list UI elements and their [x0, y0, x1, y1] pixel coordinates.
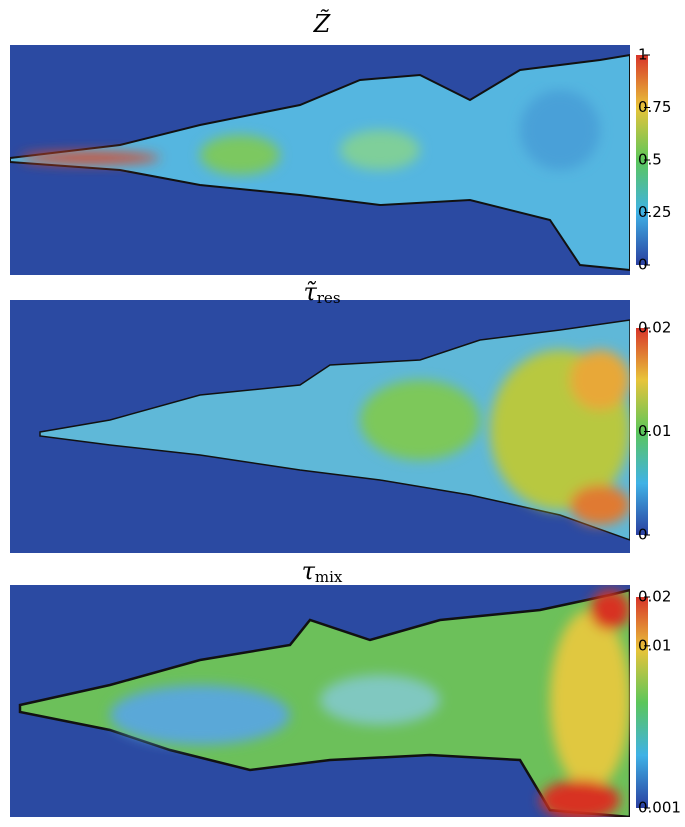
- colorbar-tick-label: 0: [638, 526, 648, 544]
- colorbar-tick-label: 0.75: [638, 98, 671, 116]
- title-symbol: τ̃: [303, 278, 317, 306]
- colorbar-tick-label: 0: [638, 256, 648, 274]
- colorbar: [636, 328, 648, 535]
- panel-title: Z̃: [313, 9, 332, 37]
- title-subscript: res: [317, 289, 341, 307]
- colorbar-tick-label: 0.01: [638, 636, 671, 654]
- colorbar-tick-label: 0.02: [638, 588, 671, 606]
- colorbar-tick-label: 0.25: [638, 203, 671, 221]
- panel-title: τmix: [302, 557, 343, 587]
- colorbar-tick-label: 0.01: [638, 422, 671, 440]
- field-plot: [10, 45, 630, 275]
- panel-title: τ̃res: [303, 278, 340, 308]
- colorbar-tick-label: 0.001: [638, 799, 681, 817]
- field-plot: [10, 300, 630, 553]
- colorbar-tick-label: 0.5: [638, 151, 662, 169]
- colorbar-tick-label: 0.02: [638, 319, 671, 337]
- title-symbol: τ: [302, 557, 316, 585]
- title-symbol: Z̃: [313, 9, 332, 37]
- colorbar-tick-label: 1: [638, 46, 648, 64]
- field-plot: [10, 585, 630, 817]
- colorbar: [636, 597, 648, 808]
- title-subscript: mix: [315, 568, 343, 586]
